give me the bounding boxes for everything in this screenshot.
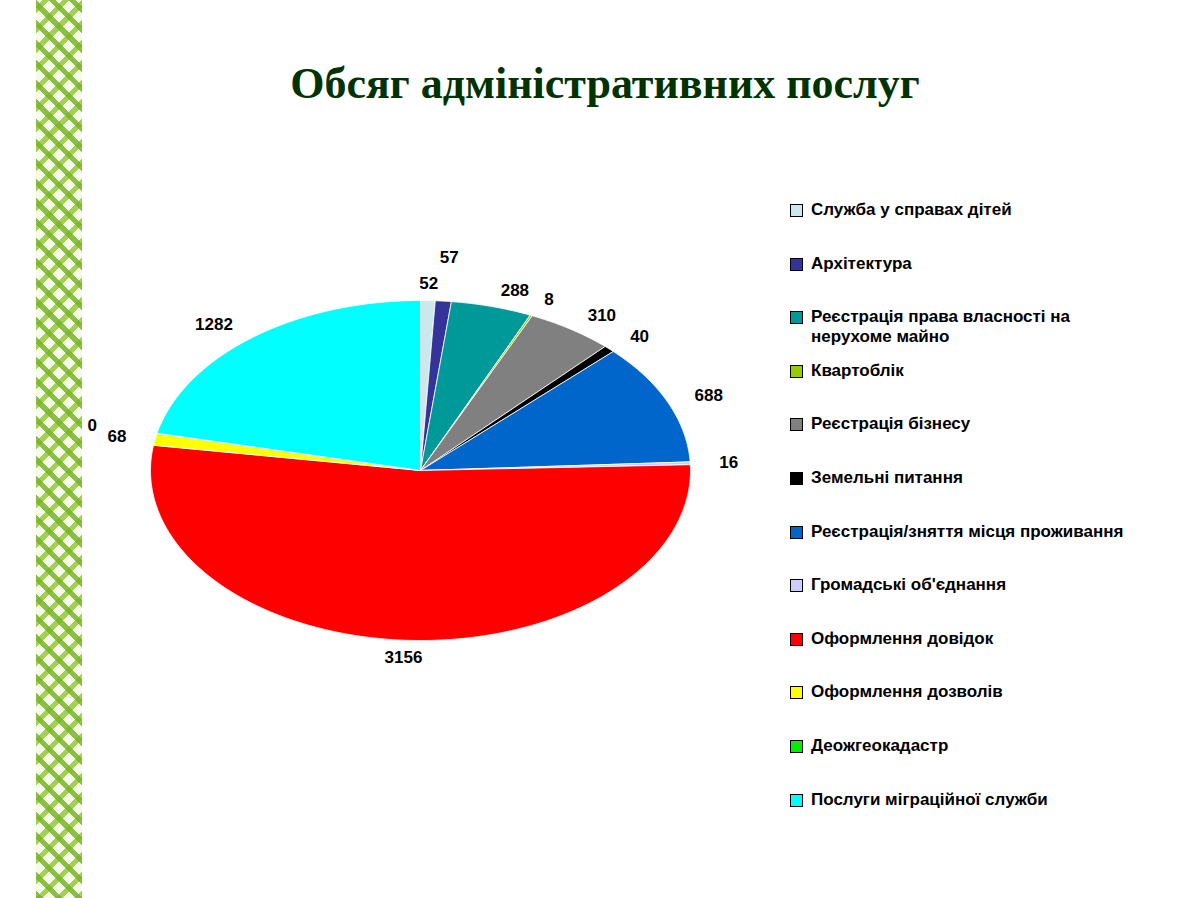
html-text:Оформлення довідок: Оформлення довідок	[811, 628, 994, 648]
svg-text:1282: 1282	[195, 315, 233, 334]
svg-text:68: 68	[108, 427, 127, 446]
html-text:Оформлення дозволів: Оформлення дозволів	[811, 682, 1003, 702]
svg-text:57: 57	[440, 248, 459, 267]
html-text:Служба у справах дітей: Служба у справах дітей	[811, 200, 1012, 219]
svg-text:310: 310	[588, 306, 616, 325]
html-text:Реєстрація бізнесу: Реєстрація бізнесу	[811, 414, 971, 434]
html-text:Реєстрація права власності на: Реєстрація права власності на нерухоме м…	[811, 307, 1070, 347]
svg-text:8: 8	[544, 290, 553, 309]
html-text:Земельні питання: Земельні питання	[811, 468, 963, 487]
svg-text:52: 52	[419, 274, 438, 293]
svg-text:3156: 3156	[385, 648, 423, 667]
svg-text:16: 16	[719, 453, 738, 472]
html-text:Деожгеокадастр: Деожгеокадастр	[811, 736, 949, 755]
html-text:Громадські об'єднання: Громадські об'єднання	[811, 575, 1007, 595]
html-text:Послуги міграційної служби: Послуги міграційної служби	[811, 789, 1048, 809]
svg-text:0: 0	[88, 416, 97, 435]
html-text:Квартоблік: Квартоблік	[811, 360, 904, 380]
html-text:Обсяг адміністративних послуг: Обсяг адміністративних послуг	[290, 59, 920, 108]
svg-text:40: 40	[630, 327, 649, 346]
html-text:Реєстрація/зняття місця прожив: Реєстрація/зняття місця проживання	[811, 521, 1124, 541]
svg-text:688: 688	[695, 386, 723, 405]
html-text:Архітектура: Архітектура	[811, 253, 912, 273]
svg-text:288: 288	[501, 281, 529, 300]
